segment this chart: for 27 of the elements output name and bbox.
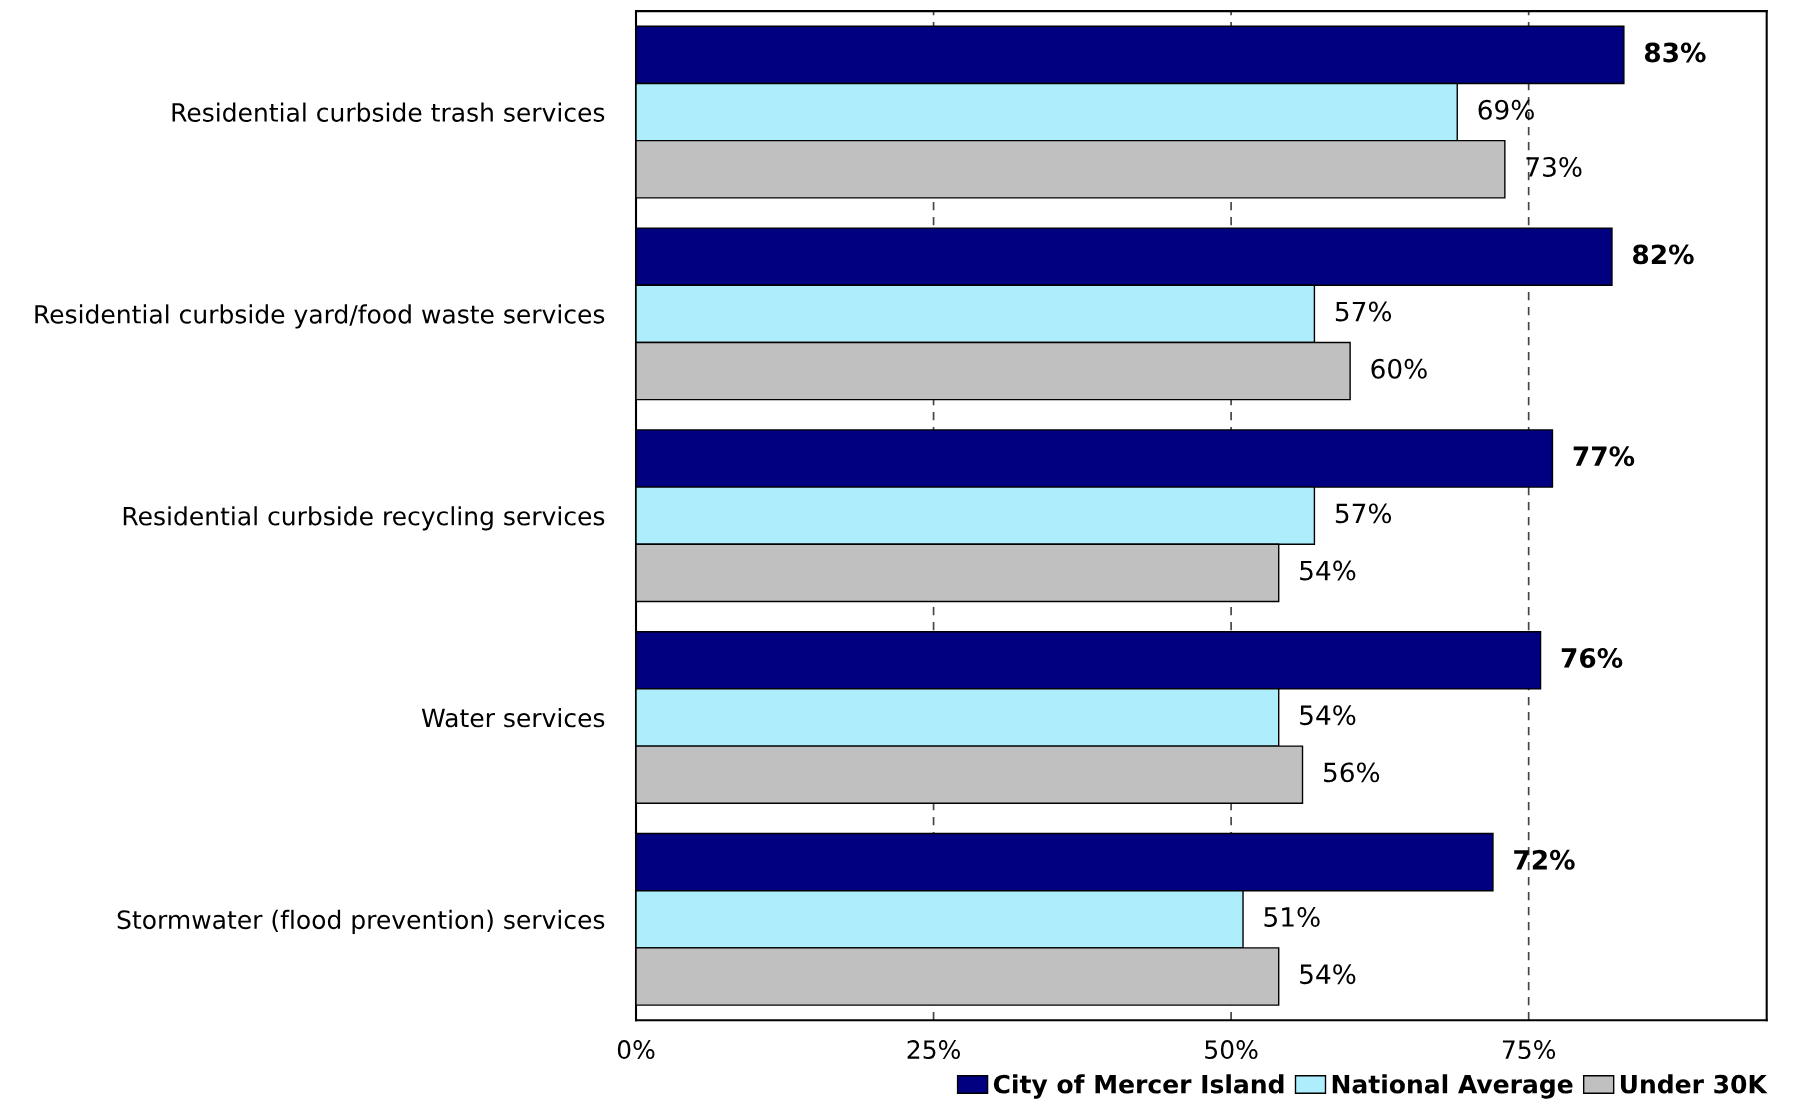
data-label: 72% [1514, 849, 1575, 870]
data-label: 54% [1300, 964, 1356, 985]
y-tick-label: Residential curbside recycling services [123, 506, 605, 531]
data-label: 57% [1335, 301, 1392, 322]
data-label: 56% [1324, 762, 1380, 783]
legend-label: National Average [1332, 1074, 1573, 1099]
y-tick-label: Residential curbside yard/food waste services [35, 304, 605, 329]
data-label: 54% [1300, 705, 1356, 726]
data-label: 54% [1300, 560, 1356, 581]
data-label: 77% [1573, 446, 1635, 467]
data-label: 83% [1644, 42, 1706, 63]
x-tick-label: 50% [1205, 1040, 1258, 1060]
data-label: 60% [1371, 358, 1427, 379]
legend-label: Under 30K [1620, 1074, 1768, 1094]
data-label: 69% [1478, 99, 1534, 120]
data-label: 76% [1561, 648, 1623, 668]
x-tick-label: 25% [907, 1040, 960, 1060]
y-tick-label: Stormwater (flood prevention) services [117, 909, 605, 935]
x-tick-label: 75% [1502, 1040, 1556, 1060]
data-label: 51% [1264, 907, 1320, 927]
legend-label: City of Mercer Island [993, 1074, 1284, 1099]
x-tick-label: 0% [617, 1040, 655, 1060]
y-tick-label: Water services [421, 708, 605, 728]
data-label: 73% [1526, 156, 1582, 177]
y-tick-label: Residential curbside trash services [172, 102, 605, 122]
data-label: 82% [1633, 244, 1694, 265]
data-label: 57% [1335, 503, 1392, 524]
